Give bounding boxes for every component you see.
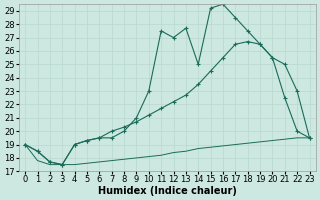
X-axis label: Humidex (Indice chaleur): Humidex (Indice chaleur) [98, 186, 237, 196]
